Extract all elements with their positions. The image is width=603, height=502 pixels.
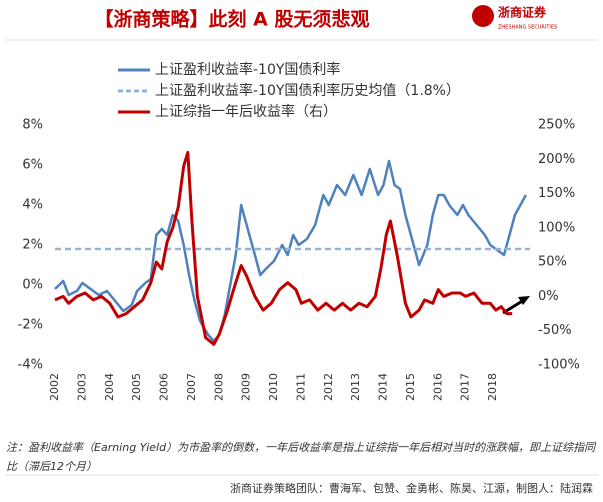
note: 注：盈利收益率（Earning Yield）为市盈率的倒数，一年后收益率是指上证… [6,441,596,473]
x-tick-label: 2011 [294,373,307,401]
x-tick-label: 2009 [240,373,253,401]
footer: 浙商证券策略团队：曹海军、包赞、金勇彬、陈昊、江源，制图人：陆润霖 [230,482,593,495]
logo-subtext: ZHESHANG SECURITIES [498,25,557,31]
y2-tick-label: 50% [538,255,567,270]
y-tick-label: 2% [22,238,43,253]
arrow-head [518,296,530,305]
y2-tick-label: -50% [538,323,572,338]
arrow [502,298,525,315]
y-tick-label: 6% [22,158,43,173]
x-tick-label: 2014 [377,373,390,401]
y2-tick-label: 200% [538,152,575,167]
y2-tick-label: 250% [538,118,575,133]
x-tick-label: 2013 [349,373,362,401]
x-tick-label: 2006 [158,373,171,401]
x-tick-label: 2003 [75,373,88,401]
title: 【浙商策略】此刻 A 股无须悲观 [95,8,370,31]
x-tick-label: 2016 [431,373,444,401]
x-tick-label: 2004 [103,373,116,401]
logo-text: 浙商证券 [498,5,547,20]
legend-label: 上证综指一年后收益率（右） [155,103,337,120]
x-tick-label: 2005 [130,373,143,401]
y2-tick-label: 150% [538,186,575,201]
y2-tick-label: 100% [538,220,575,235]
y-tick-label: 0% [22,278,43,293]
y2-tick-label: -100% [538,358,580,373]
x-tick-label: 2017 [459,373,472,401]
x-tick-label: 2008 [212,373,225,401]
y2-tick-label: 0% [538,289,559,304]
y-tick-label: -2% [18,318,43,333]
legend-label: 上证盈利收益率-10Y国债利率 [155,61,340,78]
logo-icon [472,5,494,27]
series-line [54,159,527,343]
x-tick-label: 2015 [404,373,417,401]
legend-label: 上证盈利收益率-10Y国债利率历史均值（1.8%） [155,82,460,99]
x-tick-label: 2018 [486,373,499,401]
x-tick-label: 2010 [267,373,280,401]
x-tick-label: 2012 [322,373,335,401]
x-tick-label: 2007 [185,373,198,401]
x-tick-label: 2002 [48,373,61,401]
y-tick-label: 8% [22,118,43,133]
y-tick-label: 4% [22,198,43,213]
series-line [54,150,513,346]
y-tick-label: -4% [18,358,43,373]
